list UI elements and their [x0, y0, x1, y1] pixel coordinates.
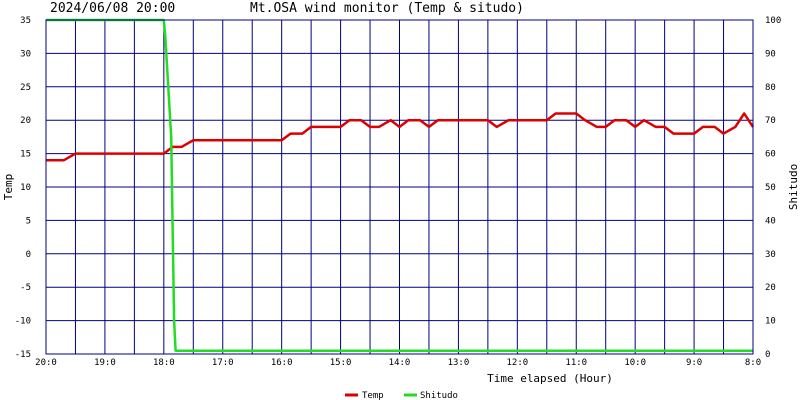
right-tick-label: 10: [765, 317, 776, 327]
x-tick-label: 16:0: [271, 358, 293, 368]
timestamp-text: 2024/06/08 20:00: [50, 1, 175, 16]
left-axis-label: Temp: [2, 174, 15, 201]
x-tick-label: 15:0: [330, 358, 352, 368]
left-tick-label: 0: [26, 250, 31, 260]
left-tick-label: -15: [15, 350, 31, 360]
legend: Temp Shitudo: [345, 391, 458, 400]
left-tick-label: -5: [20, 283, 31, 293]
right-tick-label: 50: [765, 183, 776, 193]
series-line-shitudo: [46, 18, 753, 352]
right-tick-label: 40: [765, 216, 776, 226]
left-tick-label: -10: [15, 317, 31, 327]
right-tick-label: 0: [765, 350, 770, 360]
left-tick-label: 5: [26, 216, 31, 226]
right-tick-label: 30: [765, 250, 776, 260]
x-tick-label: 18:0: [153, 358, 175, 368]
series-lines: [46, 18, 755, 352]
x-tick-label: 9:0: [686, 358, 702, 368]
left-tick-label: 20: [20, 116, 31, 126]
x-tick-label: 19:0: [94, 358, 116, 368]
left-tick-label: 15: [20, 150, 31, 160]
x-tick-label: 8:0: [745, 358, 761, 368]
x-tick-label: 20:0: [35, 358, 57, 368]
left-tick-label: 25: [20, 83, 31, 93]
left-tick-label: 30: [20, 49, 31, 59]
legend-shitudo-label: Shitudo: [420, 391, 458, 400]
chart-title: Mt.OSA wind monitor (Temp & situdo): [250, 1, 524, 16]
x-tick-label: 10:0: [624, 358, 646, 368]
x-axis-label: Time elapsed (Hour): [487, 372, 613, 385]
plot-frame: [45, 19, 754, 355]
left-tick-label: 10: [20, 183, 31, 193]
right-tick-label: 80: [765, 83, 776, 93]
legend-temp-label: Temp: [362, 391, 384, 400]
right-axis-label: Shitudo: [787, 164, 800, 210]
right-tick-label: 100: [765, 16, 781, 26]
right-tick-label: 20: [765, 283, 776, 293]
right-tick-label: 70: [765, 116, 776, 126]
right-tick-label: 60: [765, 150, 776, 160]
left-axis-ticks: 35 30 25 20 15 10 5 0 -5 -10 -15: [15, 16, 31, 360]
plot-border: [45, 19, 754, 355]
right-tick-label: 90: [765, 49, 776, 59]
x-tick-label: 11:0: [565, 358, 587, 368]
x-tick-label: 14:0: [389, 358, 411, 368]
x-tick-label: 13:0: [448, 358, 470, 368]
x-tick-label: 12:0: [506, 358, 528, 368]
series-line-temp: [46, 112, 755, 162]
grid-lines: [45, 19, 754, 355]
left-tick-label: 35: [20, 16, 31, 26]
x-tick-label: 17:0: [212, 358, 234, 368]
x-axis-ticks: 20:0 19:0 18:0 17:0 16:0 15:0 14:0 13:0 12:0 11:0…: [35, 358, 761, 368]
